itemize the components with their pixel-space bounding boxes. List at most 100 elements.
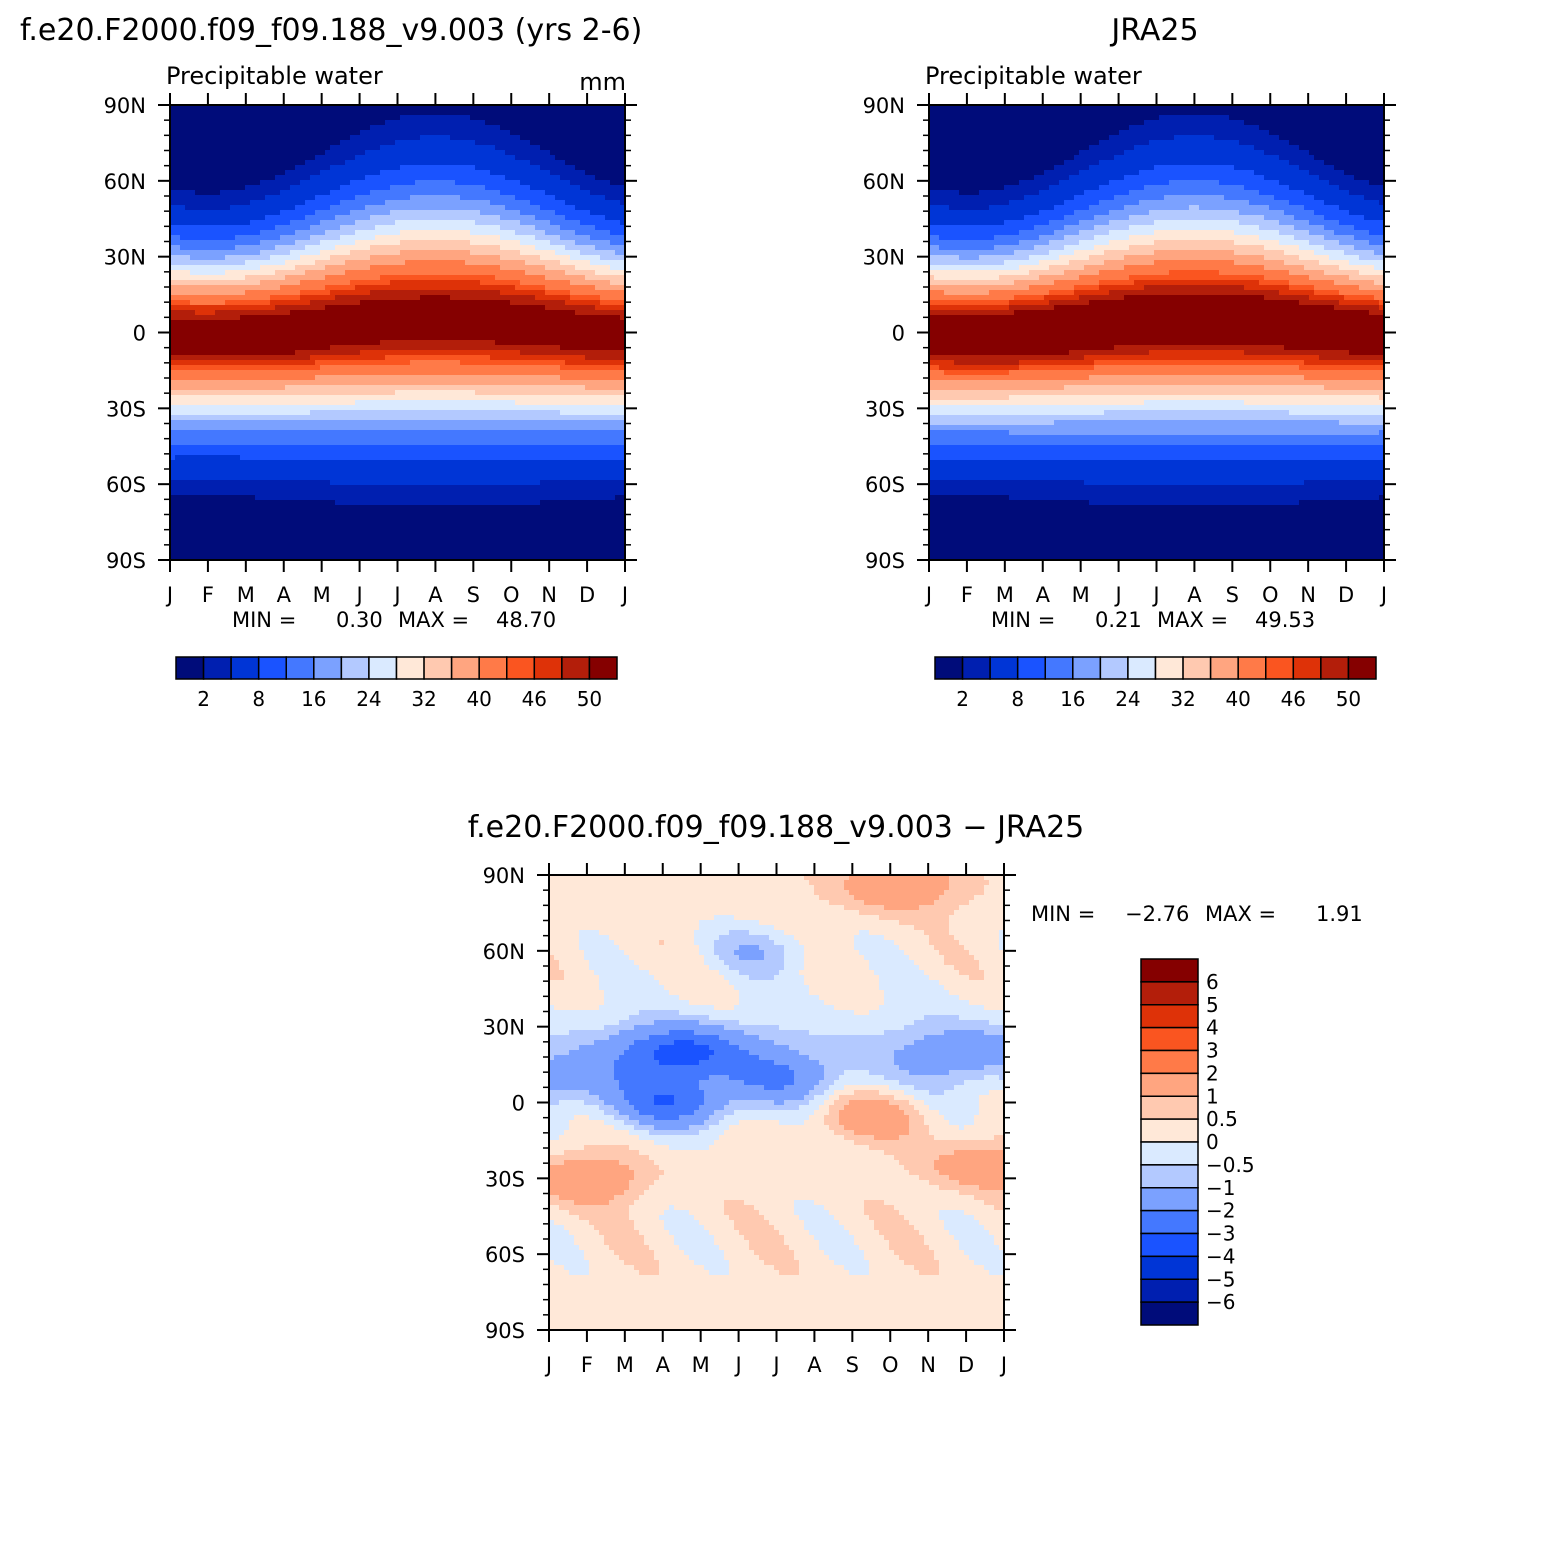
- panel-model-min-value: 0.30: [336, 608, 383, 632]
- colorbar-swatch: [1347, 656, 1377, 680]
- x-tick-label: N: [920, 1353, 936, 1377]
- x-tick-label: S: [846, 1353, 859, 1377]
- y-tick-label: 90S: [485, 1319, 525, 1343]
- colorbar-swatch: [1154, 656, 1184, 680]
- x-tick-label: J: [924, 583, 932, 607]
- x-tick-label: F: [961, 583, 973, 607]
- x-tick-label: A: [428, 583, 443, 607]
- panel-obs-min-value: 0.21: [1095, 608, 1142, 632]
- panel-model-contour-field: [170, 105, 625, 560]
- x-tick-label: A: [656, 1353, 671, 1377]
- colorbar-swatch: [588, 656, 618, 680]
- colorbar-swatch: [1292, 656, 1322, 680]
- panel-obs-min-label: MIN =: [991, 608, 1055, 632]
- colorbar-label: 40: [1225, 687, 1250, 711]
- colorbar-label: 0: [1206, 1130, 1219, 1154]
- colorbar-swatch: [1140, 981, 1199, 1006]
- colorbar-swatch: [1072, 656, 1102, 680]
- colorbar-label: 24: [356, 687, 381, 711]
- x-tick-label: J: [544, 1353, 552, 1377]
- panel-obs-max-value: 49.53: [1255, 608, 1315, 632]
- y-tick-label: 30S: [485, 1167, 525, 1191]
- colorbar-label: −2: [1206, 1199, 1235, 1223]
- colorbar-swatch: [506, 656, 536, 680]
- colorbar-swatch: [423, 656, 453, 680]
- colorbar-swatch: [1140, 1072, 1199, 1097]
- y-tick-label: 60S: [865, 473, 905, 497]
- panel-model-title: f.e20.F2000.f09_f09.188_v9.003 (yrs 2-6): [20, 13, 642, 48]
- x-tick-label: A: [807, 1353, 822, 1377]
- colorbar-label: −4: [1206, 1244, 1235, 1268]
- x-tick-label: N: [1300, 583, 1316, 607]
- colorbar-label: −0.5: [1206, 1153, 1255, 1177]
- colorbar-label: 5: [1206, 993, 1219, 1017]
- colorbar-swatch: [313, 656, 343, 680]
- colorbar-label: 32: [1170, 687, 1195, 711]
- colorbar-label: 2: [197, 687, 210, 711]
- colorbar-swatch: [1265, 656, 1295, 680]
- y-tick-label: 30N: [863, 246, 905, 270]
- panel-diff: f.e20.F2000.f09_f09.188_v9.003 − JRA25 J…: [468, 810, 1363, 1377]
- colorbar-label: 1: [1206, 1084, 1219, 1108]
- x-tick-label: F: [581, 1353, 593, 1377]
- panel-obs: JRA25 Precipitable water J F M A M J J A S O N D J90…: [863, 13, 1396, 711]
- colorbar-swatch: [561, 656, 591, 680]
- x-tick-label: D: [958, 1353, 974, 1377]
- y-tick-label: 90N: [863, 94, 905, 118]
- panel-model-max-label: MAX =: [398, 608, 469, 632]
- colorbar-swatch: [1182, 656, 1212, 680]
- colorbar-swatch: [230, 656, 260, 680]
- colorbar-label: 8: [1011, 687, 1024, 711]
- colorbar-swatch: [1140, 1141, 1199, 1166]
- panel-model-max-value: 48.70: [496, 608, 556, 632]
- y-tick-label: 60S: [485, 1243, 525, 1267]
- panel-model-min-label: MIN =: [232, 608, 296, 632]
- colorbar-swatch: [478, 656, 508, 680]
- colorbar-swatch: [989, 656, 1019, 680]
- colorbar-swatch: [395, 656, 425, 680]
- y-tick-label: 0: [133, 322, 146, 346]
- colorbar-swatch: [1237, 656, 1267, 680]
- colorbar-label: 46: [1281, 687, 1306, 711]
- colorbar-swatch: [1140, 1255, 1199, 1280]
- colorbar-label: 24: [1115, 687, 1140, 711]
- colorbar-swatch: [175, 656, 205, 680]
- y-tick-label: 0: [512, 1092, 525, 1116]
- panel-diff-min-label: MIN =: [1031, 902, 1095, 926]
- colorbar-swatch: [1099, 656, 1129, 680]
- colorbar-label: 6: [1206, 970, 1219, 994]
- y-tick-label: 30N: [483, 1016, 525, 1040]
- colorbar-label: −3: [1206, 1222, 1235, 1246]
- colorbar-swatch: [368, 656, 398, 680]
- colorbar-label: 3: [1206, 1039, 1219, 1063]
- panel-model-subtitle: Precipitable water: [166, 62, 383, 90]
- colorbar-swatch: [450, 656, 480, 680]
- x-tick-label: J: [733, 1353, 741, 1377]
- x-tick-label: M: [237, 583, 255, 607]
- panel-diff-contour-field: [549, 875, 1004, 1330]
- colorbar-label: 2: [1206, 1061, 1219, 1085]
- colorbar-label: 50: [1336, 687, 1361, 711]
- colorbar-swatch: [1140, 958, 1199, 983]
- x-tick-label: A: [277, 583, 292, 607]
- x-tick-label: J: [392, 583, 400, 607]
- x-tick-label: J: [1379, 583, 1387, 607]
- colorbar-swatch: [257, 656, 287, 680]
- y-tick-label: 60N: [483, 940, 525, 964]
- panel-diff-max-value: 1.91: [1316, 902, 1363, 926]
- x-tick-label: M: [616, 1353, 634, 1377]
- x-tick-label: M: [692, 1353, 710, 1377]
- colorbar-swatch: [1140, 1026, 1199, 1052]
- colorbar-label: 4: [1206, 1016, 1219, 1040]
- colorbar-swatch: [961, 656, 991, 680]
- x-tick-label: D: [1338, 583, 1354, 607]
- x-tick-label: J: [1113, 583, 1121, 607]
- y-tick-label: 60S: [106, 473, 146, 497]
- x-tick-label: S: [1226, 583, 1239, 607]
- colorbar-swatch: [1140, 1118, 1199, 1143]
- panel-model-units: mm: [579, 68, 626, 96]
- colorbar-swatch: [1320, 656, 1350, 680]
